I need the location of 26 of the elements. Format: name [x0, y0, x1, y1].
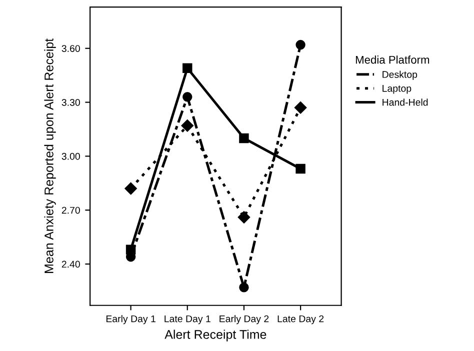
- y-tick-label: 3.60: [62, 45, 80, 52]
- legend-title: Media Platform: [356, 56, 430, 64]
- y-tick-label: 3.00: [62, 152, 80, 160]
- point: [182, 63, 192, 73]
- x-tick-label: Early Day 2: [220, 315, 269, 324]
- point: [296, 164, 306, 174]
- legend-label: Laptop: [382, 85, 412, 94]
- point: [238, 211, 250, 224]
- point: [294, 102, 307, 114]
- point: [296, 40, 306, 50]
- x-axis-title: Alert Receipt Time: [164, 330, 266, 342]
- point: [124, 182, 137, 195]
- point: [181, 120, 194, 132]
- y-axis-title: Mean Anxiety Reported upon Alert Receipt: [44, 38, 56, 273]
- x-tick-label: Late Day 2: [278, 315, 324, 324]
- legend-label: Desktop: [382, 70, 418, 80]
- legend-label: Hand-Held: [382, 98, 428, 106]
- y-tick-label: 3.30: [62, 99, 80, 106]
- point: [126, 244, 136, 255]
- y-tick-label: 2.70: [62, 206, 80, 214]
- point: [239, 282, 249, 292]
- x-tick-label: Late Day 1: [164, 315, 210, 324]
- x-tick-label: Early Day 1: [106, 315, 156, 324]
- y-tick-label: 2.40: [62, 260, 80, 268]
- point: [239, 133, 249, 144]
- point: [182, 92, 192, 102]
